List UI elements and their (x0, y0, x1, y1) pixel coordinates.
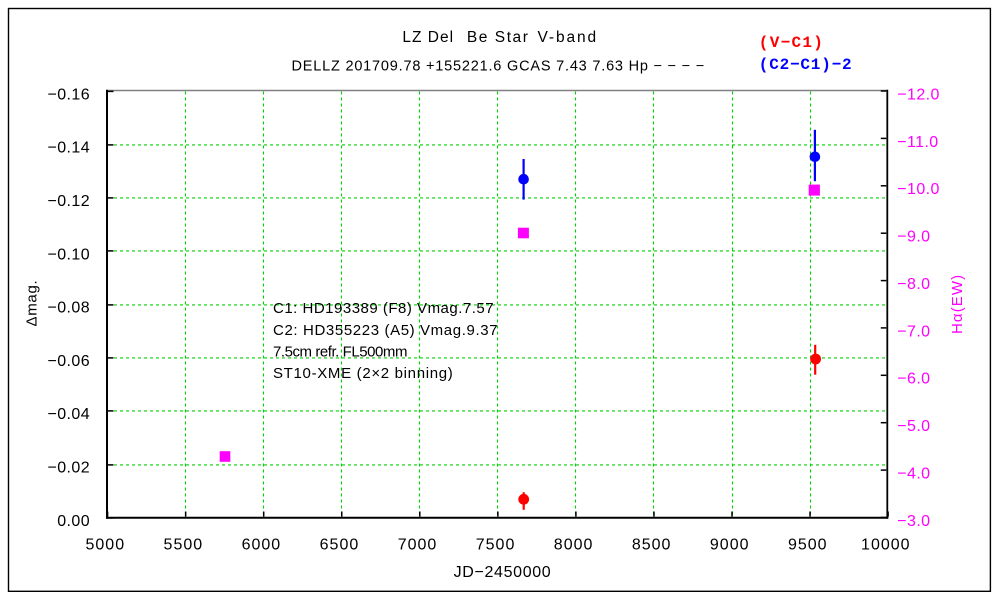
svg-text:LZ Del: LZ Del (402, 29, 454, 46)
svg-text:−11.0: −11.0 (897, 134, 938, 151)
svg-text:6000: 6000 (242, 537, 282, 554)
svg-text:−0.14: −0.14 (48, 140, 90, 157)
svg-text:−4.0: −4.0 (897, 465, 930, 482)
svg-text:8000: 8000 (554, 537, 594, 554)
svg-text:(V−C1): (V−C1) (759, 34, 824, 52)
svg-text:−0.10: −0.10 (48, 246, 90, 263)
svg-text:−0.02: −0.02 (48, 460, 90, 477)
svg-text:−0.12: −0.12 (48, 193, 90, 210)
svg-text:JD−2450000: JD−2450000 (454, 564, 552, 581)
svg-text:8500: 8500 (632, 537, 672, 554)
svg-text:−9.0: −9.0 (897, 229, 930, 246)
svg-text:−0.08: −0.08 (48, 300, 90, 317)
svg-text:ST10-XME (2×2 binning): ST10-XME (2×2 binning) (273, 365, 453, 382)
svg-text:Hα(EW): Hα(EW) (949, 274, 966, 334)
svg-text:−7.0: −7.0 (897, 323, 930, 340)
svg-text:DELLZ 201709.78 +155221.6 GCAS: DELLZ 201709.78 +155221.6 GCAS 7.43 7.63… (292, 59, 706, 75)
svg-text:−12.0: −12.0 (897, 86, 939, 103)
svg-text:−5.0: −5.0 (897, 418, 930, 435)
svg-text:−3.0: −3.0 (897, 513, 930, 530)
svg-text:9000: 9000 (710, 537, 750, 554)
svg-text:Δmag.: Δmag. (24, 280, 41, 327)
svg-text:7500: 7500 (476, 537, 516, 554)
svg-text:10000: 10000 (861, 537, 911, 554)
svg-text:7000: 7000 (398, 537, 438, 554)
svg-text:C2: HD355223 (A5) Vmag.9.37: C2: HD355223 (A5) Vmag.9.37 (273, 322, 498, 339)
svg-text:−6.0: −6.0 (897, 371, 930, 388)
svg-text:V-band: V-band (538, 29, 599, 46)
svg-text:5500: 5500 (164, 537, 204, 554)
svg-text:−10.0: −10.0 (897, 181, 939, 198)
svg-text:5000: 5000 (86, 537, 126, 554)
svg-text:0.00: 0.00 (57, 513, 90, 530)
svg-text:7.5cm refr. FL500mm: 7.5cm refr. FL500mm (273, 344, 407, 361)
svg-text:−0.16: −0.16 (48, 86, 90, 103)
svg-text:−0.06: −0.06 (48, 353, 90, 370)
svg-text:9500: 9500 (788, 537, 828, 554)
svg-text:−0.04: −0.04 (48, 406, 90, 423)
svg-text:Be Star: Be Star (467, 29, 530, 46)
svg-text:(C2−C1)−2: (C2−C1)−2 (759, 56, 853, 74)
svg-text:−8.0: −8.0 (897, 276, 930, 293)
svg-text:6500: 6500 (320, 537, 360, 554)
svg-text:C1: HD193389 (F8) Vmag.7.57: C1: HD193389 (F8) Vmag.7.57 (273, 300, 494, 317)
